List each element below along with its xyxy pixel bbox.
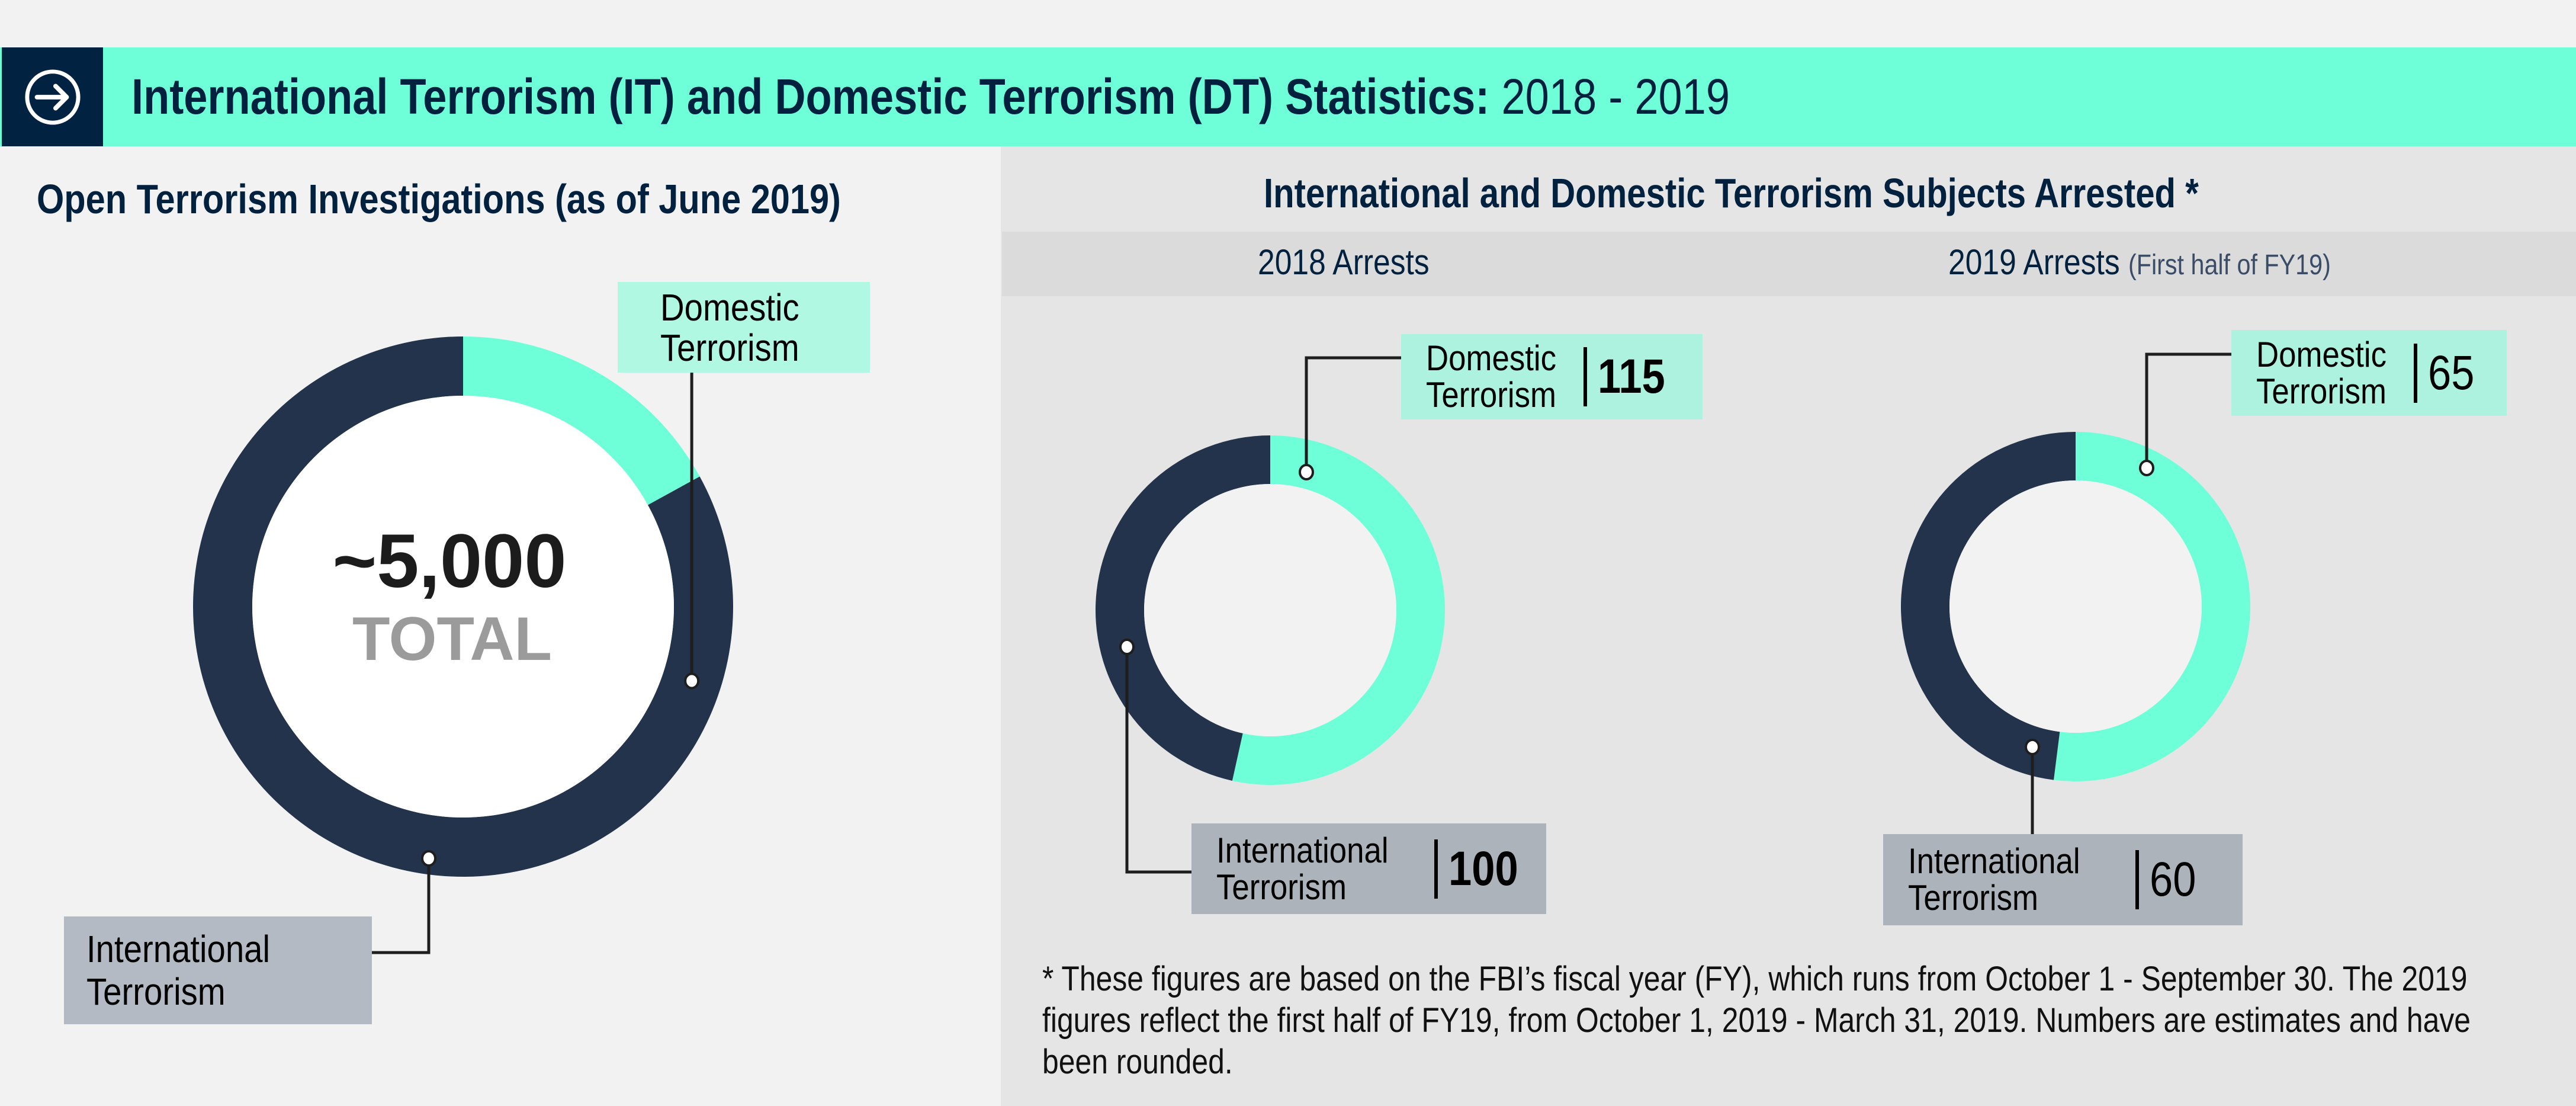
subheader-2019-note: (First half of FY19)	[2128, 249, 2331, 281]
arrests-2019-domestic-label: Domestic Terrorism 65	[2231, 330, 2507, 416]
investigations-international-label: International Terrorism	[64, 916, 372, 1024]
arrests-2019-international-label: International Terrorism 60	[1883, 834, 2243, 925]
title-banner	[0, 47, 2576, 146]
arrests-title: International and Domestic Terrorism Sub…	[1264, 170, 2199, 216]
label-line: Domestic	[1426, 338, 1557, 378]
label-line: Terrorism	[2256, 371, 2387, 411]
investigations-total-value: ~5,000	[332, 519, 567, 604]
arrests-2019-domestic-value: 65	[2428, 345, 2475, 400]
investigations-total-label: TOTAL	[352, 605, 552, 674]
label-line: International	[86, 928, 270, 970]
arrests-2018-international-label: International Terrorism 100	[1191, 823, 1546, 914]
arrests-2018-domestic-label: Domestic Terrorism 115	[1401, 334, 1703, 419]
leader-line	[359, 858, 431, 954]
label-line: Terrorism	[1216, 867, 1347, 907]
leader-dot	[1119, 639, 1135, 655]
label-separator	[1583, 347, 1587, 406]
arrow-circle-right-icon	[25, 69, 81, 125]
page-title-years: 2018 - 2019	[1501, 69, 1730, 124]
label-line: Terrorism	[1908, 878, 2038, 918]
donut-hole	[252, 396, 674, 818]
leader-dot	[684, 672, 700, 690]
leader-dot	[1299, 464, 1314, 480]
label-line: International	[1908, 841, 2080, 881]
donut-slice-domestic	[463, 336, 700, 505]
leader-line	[1125, 647, 1207, 874]
footnote: * These figures are based on the FBI’s f…	[1042, 960, 2471, 1081]
donut-chart-1	[1096, 356, 1445, 874]
label-line: Terrorism	[1426, 375, 1556, 415]
label-separator	[2414, 343, 2417, 403]
donut-hole	[1949, 480, 2202, 733]
leader-dot	[2139, 460, 2154, 476]
donut-slice-domestic	[1232, 435, 1445, 785]
investigations-title: Open Terrorism Investigations (as of Jun…	[37, 176, 841, 222]
label-line: Domestic	[660, 286, 799, 329]
page-title: International Terrorism (IT) and Domesti…	[131, 47, 1730, 146]
label-separator	[1434, 839, 1438, 899]
label-line: International	[1216, 830, 1389, 870]
donut-slice-domestic	[2054, 432, 2250, 781]
subheader-2019: 2019 Arrests (First half of FY19)	[1948, 242, 2331, 283]
leader-line	[1305, 356, 1409, 472]
label-line: Terrorism	[86, 970, 226, 1013]
donut-chart-2	[1900, 352, 2250, 835]
donut-slice-international	[1096, 435, 1270, 781]
arrests-2019-international-value: 60	[2150, 852, 2196, 906]
label-line: Terrorism	[660, 326, 799, 369]
arrests-2018-international-value: 100	[1448, 841, 1518, 896]
leader-dot	[421, 850, 436, 867]
leader-line	[2145, 352, 2235, 468]
donut-slice-international	[1900, 432, 2076, 780]
label-separator	[2135, 850, 2139, 909]
subheader-2019-label: 2019 Arrests	[1948, 242, 2120, 282]
donut-hole	[1144, 484, 1396, 736]
page-title-main: International Terrorism (IT) and Domesti…	[131, 69, 1490, 124]
arrests-2018-domestic-value: 115	[1598, 350, 1665, 403]
year-subheader-band	[1002, 232, 2576, 296]
leader-dot	[2025, 739, 2040, 755]
donut-chart-0	[193, 303, 733, 954]
subheader-2018: 2018 Arrests	[1258, 242, 1430, 282]
investigations-domestic-label: Domestic Terrorism	[618, 282, 870, 373]
label-line: Domestic	[2256, 334, 2387, 374]
